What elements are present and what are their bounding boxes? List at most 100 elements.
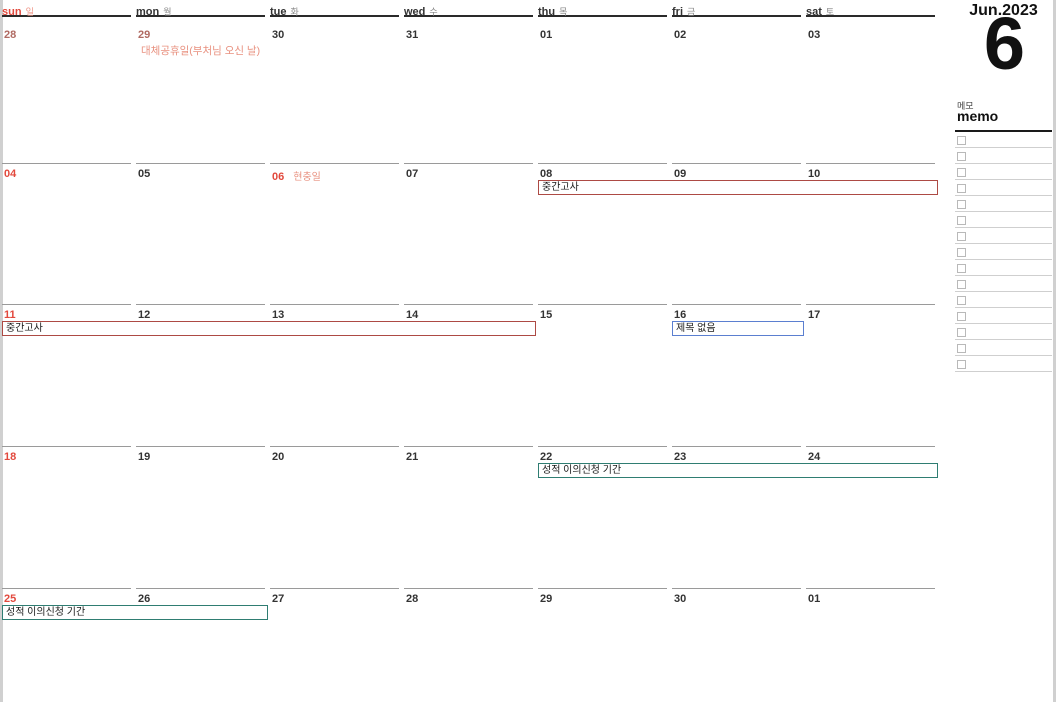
memo-row: [955, 340, 1052, 356]
day-cell-01[interactable]: 01: [806, 588, 935, 699]
day-number: 01: [808, 593, 821, 605]
day-cell-09[interactable]: 09: [672, 163, 801, 304]
memo-checkbox-icon[interactable]: [957, 232, 966, 241]
memo-checkbox-icon[interactable]: [957, 248, 966, 257]
memo-checkbox-icon[interactable]: [957, 344, 966, 353]
day-number: 20: [272, 451, 285, 463]
day-number: 28: [4, 29, 17, 41]
memo-row: [955, 308, 1052, 324]
day-number: 29: [540, 593, 553, 605]
event-bar[interactable]: 중간고사: [538, 180, 938, 195]
holiday-name-inline: 현충일: [293, 172, 321, 183]
day-cell-29[interactable]: 29: [538, 588, 667, 699]
day-cell-27[interactable]: 27: [270, 588, 399, 699]
memo-checkbox-icon[interactable]: [957, 360, 966, 369]
page-right-edge: [1053, 0, 1056, 702]
event-bar[interactable]: 제목 없음: [672, 321, 804, 336]
day-cell-05[interactable]: 05: [136, 163, 265, 304]
day-number: 19: [138, 451, 151, 463]
day-cell-23[interactable]: 23: [672, 446, 801, 588]
memo-checkbox-icon[interactable]: [957, 280, 966, 289]
day-cell-19[interactable]: 19: [136, 446, 265, 588]
day-cell-30[interactable]: 30: [672, 588, 801, 699]
day-cell-22[interactable]: 22: [538, 446, 667, 588]
day-cell-11[interactable]: 11: [2, 304, 131, 446]
day-cell-04[interactable]: 04: [2, 163, 131, 304]
day-cell-14[interactable]: 14: [404, 304, 533, 446]
day-cell-01[interactable]: 01: [538, 16, 667, 163]
memo-row: [955, 148, 1052, 164]
day-number: 24: [808, 451, 821, 463]
memo-row: [955, 164, 1052, 180]
event-bar[interactable]: 성적 이의신청 기간: [2, 605, 268, 620]
day-cell-25[interactable]: 25: [2, 588, 131, 699]
day-cell-12[interactable]: 12: [136, 304, 265, 446]
day-number: 11: [4, 309, 16, 321]
weekday-header-tue: tue 화: [270, 0, 399, 18]
memo-checkbox-icon[interactable]: [957, 152, 966, 161]
memo-row: [955, 292, 1052, 308]
memo-checkbox-icon[interactable]: [957, 264, 966, 273]
day-cell-31[interactable]: 31: [404, 16, 533, 163]
day-cell-24[interactable]: 24: [806, 446, 935, 588]
day-number: 06 현충일: [272, 171, 321, 183]
day-cell-28[interactable]: 28: [404, 588, 533, 699]
day-cell-03[interactable]: 03: [806, 16, 935, 163]
day-cell-08[interactable]: 08: [538, 163, 667, 304]
day-cell-29[interactable]: 29 대체공휴일(부처님 오신 날): [136, 16, 265, 163]
day-number: 01: [540, 29, 553, 41]
day-number: 27: [272, 593, 285, 605]
event-bar[interactable]: 중간고사: [2, 321, 536, 336]
weekday-en-label: mon: [136, 6, 160, 18]
memo-checkbox-icon[interactable]: [957, 200, 966, 209]
day-number: 17: [808, 309, 821, 321]
day-number: 05: [138, 168, 151, 180]
memo-checkbox-icon[interactable]: [957, 312, 966, 321]
day-cell-15[interactable]: 15: [538, 304, 667, 446]
weekday-ko-label: 목: [559, 7, 568, 17]
day-cell-07[interactable]: 07: [404, 163, 533, 304]
day-number: 31: [406, 29, 419, 41]
memo-checkbox-icon[interactable]: [957, 184, 966, 193]
day-number: 18: [4, 451, 17, 463]
day-cell-13[interactable]: 13: [270, 304, 399, 446]
memo-row: [955, 324, 1052, 340]
memo-checkbox-icon[interactable]: [957, 216, 966, 225]
event-bar[interactable]: 성적 이의신청 기간: [538, 463, 938, 478]
day-cell-30[interactable]: 30: [270, 16, 399, 163]
day-number: 25: [4, 593, 17, 605]
day-number: 29: [138, 29, 151, 41]
memo-checkbox-icon[interactable]: [957, 136, 966, 145]
weekday-en-label: sat: [806, 6, 822, 18]
day-number: 22: [540, 451, 553, 463]
day-number: 16: [674, 309, 687, 321]
day-cell-17[interactable]: 17: [806, 304, 935, 446]
memo-row: [955, 276, 1052, 292]
day-cell-02[interactable]: 02: [672, 16, 801, 163]
day-cell-21[interactable]: 21: [404, 446, 533, 588]
weekday-en-label: thu: [538, 6, 556, 18]
memo-label-ko: 메모: [957, 101, 974, 111]
day-cell-10[interactable]: 10: [806, 163, 935, 304]
memo-checkbox-icon[interactable]: [957, 328, 966, 337]
day-cell-26[interactable]: 26: [136, 588, 265, 699]
memo-list: [955, 132, 1052, 372]
memo-checkbox-icon[interactable]: [957, 296, 966, 305]
memo-row: [955, 356, 1052, 372]
memo-label-en: memo: [957, 108, 999, 124]
day-cell-20[interactable]: 20: [270, 446, 399, 588]
page-left-edge: [0, 0, 3, 702]
day-cell-18[interactable]: 18: [2, 446, 131, 588]
weekday-en-label: sun: [2, 6, 22, 18]
memo-checkbox-icon[interactable]: [957, 168, 966, 177]
memo-row: [955, 196, 1052, 212]
weekday-ko-label: 월: [163, 7, 172, 17]
day-cell-06[interactable]: 06 현충일: [270, 163, 399, 304]
day-cell-28[interactable]: 28: [2, 16, 131, 163]
day-cell-16[interactable]: 16: [672, 304, 801, 446]
memo-row: [955, 260, 1052, 276]
day-number: 09: [674, 168, 687, 180]
day-number: 15: [540, 309, 553, 321]
day-number: 12: [138, 309, 151, 321]
weekday-header-sat: sat 토: [806, 0, 935, 18]
